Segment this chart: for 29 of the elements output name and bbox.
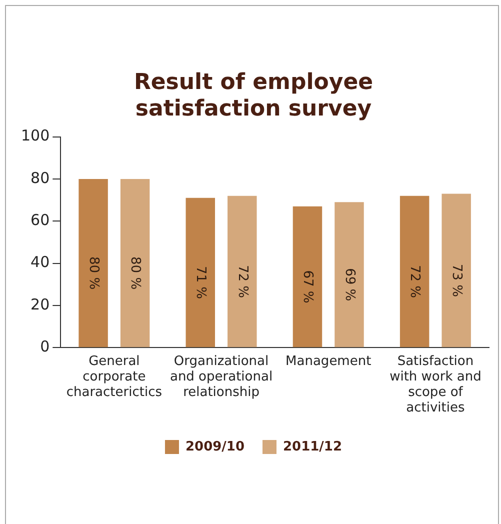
x-tick-label: Satisfaction with work and scope of activities: [390, 354, 482, 416]
chart-title: Result of employee satisfaction survey: [134, 70, 374, 122]
data-label: 73 %: [448, 264, 464, 297]
legend-label: 2009/10: [185, 439, 245, 454]
y-tick-label: 100: [20, 126, 50, 145]
bar: [120, 178, 150, 348]
y-tick-label: 20: [30, 295, 50, 314]
data-label: 67 %: [300, 270, 316, 304]
x-tick-label: Management: [286, 354, 372, 369]
y-tick-label: 40: [30, 253, 50, 272]
legend-label: 2011/12: [283, 439, 342, 454]
bar: [78, 178, 108, 348]
data-label: 80 %: [86, 256, 101, 290]
bar: [186, 198, 216, 348]
y-tick-label: 60: [30, 211, 50, 230]
y-tick-label: 80: [30, 168, 50, 187]
bar: [334, 202, 364, 348]
x-tick-label: General corporate characterictics: [66, 354, 162, 400]
bar: [292, 206, 322, 348]
data-label: 71 %: [193, 266, 208, 300]
data-label: 72 %: [407, 264, 422, 298]
bar: [228, 196, 257, 348]
y-tick-label: 0: [40, 337, 50, 356]
data-label: 80 %: [128, 256, 143, 290]
bar: [442, 194, 471, 348]
data-label: 72 %: [234, 264, 250, 298]
data-label: 69 %: [342, 268, 357, 302]
bar: [400, 196, 430, 348]
x-tick-label: Organizational and operational relationship: [170, 354, 273, 400]
